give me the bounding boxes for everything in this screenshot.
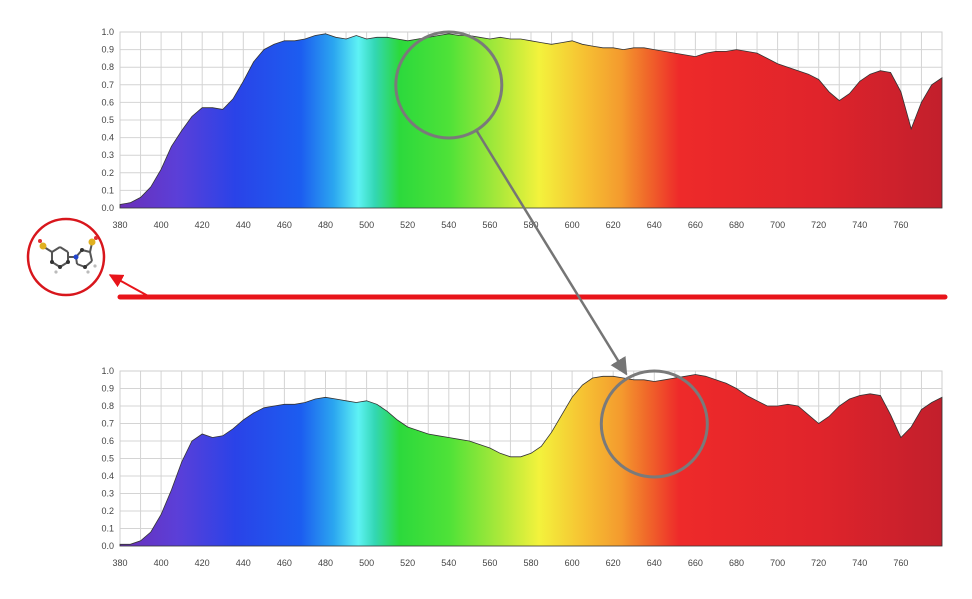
x-tick-label: 760 — [893, 558, 908, 568]
y-tick-label: 0.8 — [101, 401, 114, 411]
x-tick-label: 480 — [318, 220, 333, 230]
x-tick-label: 720 — [811, 558, 826, 568]
x-tick-label: 440 — [236, 220, 251, 230]
x-tick-label: 620 — [606, 558, 621, 568]
x-tick-label: 720 — [811, 220, 826, 230]
molecule-pointer-arrow — [108, 274, 151, 298]
x-tick-label: 560 — [482, 558, 497, 568]
x-tick-label: 540 — [441, 558, 456, 568]
x-tick-label: 420 — [195, 558, 210, 568]
molecule-structure-icon — [26, 217, 106, 297]
y-tick-label: 0.5 — [101, 115, 114, 125]
spectrum-chart-top: 1.0 0.9 0.8 0.7 0.6 0.5 0.4 0.3 0.2 0.1 0.0 380 400 4… — [101, 27, 943, 230]
x-tick-label: 680 — [729, 558, 744, 568]
x-tick-label: 760 — [893, 220, 908, 230]
x-tick-label: 440 — [236, 558, 251, 568]
x-tick-label: 580 — [523, 558, 538, 568]
x-tick-label: 620 — [606, 220, 621, 230]
x-tick-label: 520 — [400, 220, 415, 230]
x-tick-label: 580 — [523, 220, 538, 230]
x-tick-label: 380 — [112, 558, 127, 568]
x-tick-label: 400 — [154, 558, 169, 568]
y-tick-label: 0.2 — [101, 168, 114, 178]
spectrum-area — [119, 374, 943, 547]
y-tick-label: 0.9 — [101, 384, 114, 394]
y-tick-label: 0.6 — [101, 436, 114, 446]
y-tick-label: 1.0 — [101, 366, 114, 376]
y-tick-label: 0.2 — [101, 506, 114, 516]
x-tick-label: 640 — [647, 220, 662, 230]
y-tick-label: 0.1 — [101, 524, 114, 534]
x-tick-label: 600 — [565, 558, 580, 568]
x-tick-label: 660 — [688, 558, 703, 568]
spectrum-chart-bottom: 1.0 0.9 0.8 0.7 0.6 0.5 0.4 0.3 0.2 0.1 0.0 380 400 4… — [101, 366, 943, 568]
x-tick-label: 700 — [770, 220, 785, 230]
y-tick-label: 0.3 — [101, 150, 114, 160]
y-tick-label: 0.7 — [101, 80, 114, 90]
y-tick-label: 0.8 — [101, 62, 114, 72]
highlight-circle-green — [394, 30, 504, 140]
y-tick-label: 1.0 — [101, 27, 114, 37]
y-tick-label: 0.4 — [101, 133, 114, 143]
x-tick-label: 740 — [852, 220, 867, 230]
x-tick-label: 500 — [359, 558, 374, 568]
x-tick-label: 600 — [565, 220, 580, 230]
x-tick-label: 680 — [729, 220, 744, 230]
x-tick-label: 420 — [195, 220, 210, 230]
x-tick-label: 520 — [400, 558, 415, 568]
y-tick-label: 0.0 — [101, 203, 114, 213]
y-tick-label: 0.0 — [101, 541, 114, 551]
y-tick-label: 0.3 — [101, 489, 114, 499]
y-tick-label: 0.7 — [101, 419, 114, 429]
x-tick-label: 500 — [359, 220, 374, 230]
shift-arrow — [475, 130, 628, 376]
x-tick-label: 560 — [482, 220, 497, 230]
x-tick-label: 540 — [441, 220, 456, 230]
y-tick-label: 0.4 — [101, 471, 114, 481]
x-tick-label: 700 — [770, 558, 785, 568]
x-tick-label: 380 — [112, 220, 127, 230]
x-tick-label: 400 — [154, 220, 169, 230]
y-tick-label: 0.9 — [101, 45, 114, 55]
x-tick-label: 660 — [688, 220, 703, 230]
y-tick-label: 0.1 — [101, 185, 114, 195]
y-tick-label: 0.6 — [101, 97, 114, 107]
x-tick-label: 640 — [647, 558, 662, 568]
x-tick-label: 740 — [852, 558, 867, 568]
spectrum-area — [119, 33, 943, 209]
y-tick-label: 0.5 — [101, 454, 114, 464]
x-tick-label: 460 — [277, 558, 292, 568]
highlight-circle-orange — [599, 369, 709, 479]
x-tick-label: 460 — [277, 220, 292, 230]
x-tick-label: 480 — [318, 558, 333, 568]
